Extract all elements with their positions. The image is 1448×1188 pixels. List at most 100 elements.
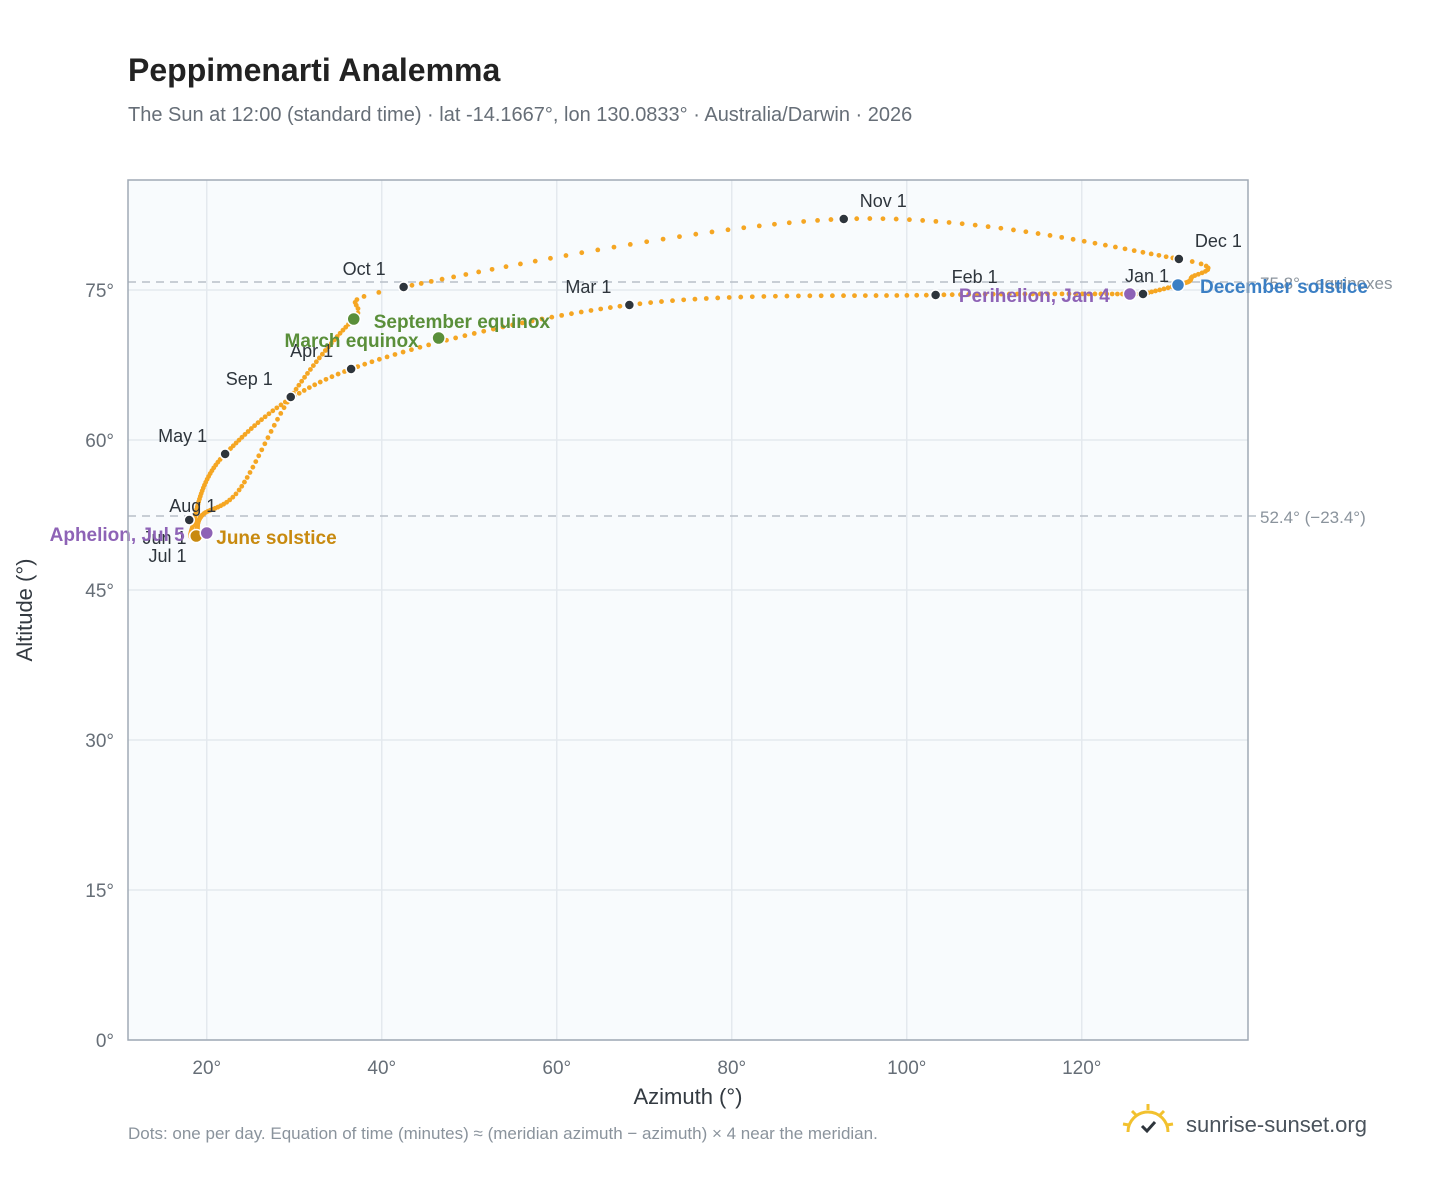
daily-dot [873, 293, 879, 298]
daily-dot [308, 367, 313, 372]
month-label: Aug 1 [169, 496, 216, 516]
daily-dot [1199, 270, 1205, 276]
event-marker [346, 311, 361, 327]
event-label: Aphelion, Jul 5 [50, 525, 186, 546]
daily-dot [1112, 244, 1118, 250]
month-marker [838, 213, 850, 225]
daily-dot [325, 344, 331, 350]
daily-dot [854, 216, 860, 222]
daily-dot [252, 423, 258, 429]
footnote: Dots: one per day. Equation of time (min… [128, 1124, 878, 1143]
month-label: Feb 1 [952, 267, 998, 287]
daily-dot [726, 295, 732, 300]
month-label: Mar 1 [565, 277, 611, 297]
month-label: Jun 1 [142, 528, 186, 548]
daily-dot [428, 278, 434, 284]
daily-dot [741, 225, 747, 231]
daily-dot [392, 352, 398, 357]
daily-dot [941, 292, 947, 298]
daily-dot [310, 363, 316, 368]
daily-dot [1011, 227, 1016, 233]
x-tick-label: 40° [367, 1058, 396, 1079]
daily-dot [1098, 291, 1104, 297]
daily-dot [841, 293, 846, 299]
daily-dot [319, 351, 325, 357]
daily-dot [677, 234, 682, 240]
daily-dot [265, 435, 271, 441]
x-tick-label: 80° [717, 1058, 746, 1079]
daily-dot [236, 487, 242, 493]
daily-dot [409, 347, 414, 353]
plot-frame [127, 179, 1249, 1041]
daily-dot [539, 316, 545, 322]
daily-dot [1073, 291, 1079, 297]
daily-dot [659, 299, 664, 304]
daily-dot [761, 294, 767, 299]
daily-dot [503, 264, 509, 270]
daily-dot [259, 417, 264, 423]
daily-dot [312, 382, 318, 388]
y-tick-label: 45° [85, 581, 114, 602]
daily-dot [611, 244, 617, 250]
daily-dot [982, 291, 988, 297]
daily-dot [250, 464, 256, 470]
daily-dot [867, 216, 873, 221]
daily-dot [920, 218, 926, 223]
daily-dot [256, 453, 262, 459]
daily-dot [331, 337, 337, 343]
reference-line-label: 52.4° (−23.4°) [1260, 508, 1366, 527]
event-label: December solstice [1200, 277, 1368, 298]
brand-link[interactable]: sunrise-sunset.org [1120, 1102, 1367, 1147]
chart-title: Peppimenarti Analemma [128, 52, 501, 88]
month-marker [183, 514, 195, 526]
daily-dot [1059, 234, 1065, 240]
event-label: Perihelion, Jan 4 [959, 286, 1110, 307]
daily-dot [376, 356, 382, 362]
daily-dot [914, 292, 920, 298]
daily-dot [578, 309, 584, 315]
daily-dot [1140, 249, 1146, 255]
daily-dot [756, 223, 762, 229]
daily-dot [807, 293, 813, 299]
daily-dot [340, 327, 346, 333]
month-label: Jul 1 [148, 546, 186, 566]
daily-dot [426, 342, 432, 348]
daily-dot [1104, 291, 1110, 297]
daily-dot [703, 296, 709, 301]
daily-dot [451, 274, 457, 280]
daily-dot [862, 293, 868, 299]
daily-dot [1161, 286, 1167, 292]
daily-dot [262, 414, 268, 420]
daily-dot [275, 416, 280, 422]
daily-dot [242, 432, 248, 437]
daily-dot [418, 281, 424, 286]
daily-dot [299, 378, 305, 384]
daily-dot [462, 333, 468, 339]
daily-dot [579, 250, 585, 256]
daily-dot [1092, 240, 1098, 246]
daily-dot [245, 429, 251, 434]
daily-dot [972, 222, 978, 228]
daily-dot [313, 359, 319, 365]
daily-dot [322, 348, 328, 353]
event-label: June solstice [216, 528, 336, 549]
daily-dot [588, 308, 594, 313]
daily-dot [828, 217, 834, 222]
daily-dot [784, 293, 790, 299]
daily-dot [471, 331, 477, 336]
daily-dot [974, 291, 980, 297]
x-axis-ticks: 20° 40° 60° 80° 100° 120° [192, 1058, 1101, 1079]
daily-dot [328, 340, 334, 346]
daily-dot [1014, 291, 1020, 297]
month-label: Oct 1 [343, 259, 386, 279]
daily-dot [548, 255, 553, 261]
y-tick-label: 60° [85, 431, 114, 452]
daily-dot [296, 390, 302, 396]
event-marker [1170, 277, 1186, 293]
daily-dot [725, 227, 731, 233]
daily-dot [417, 344, 423, 350]
month-marker [345, 363, 357, 375]
daily-dot [773, 293, 778, 299]
daily-dot [549, 314, 555, 320]
